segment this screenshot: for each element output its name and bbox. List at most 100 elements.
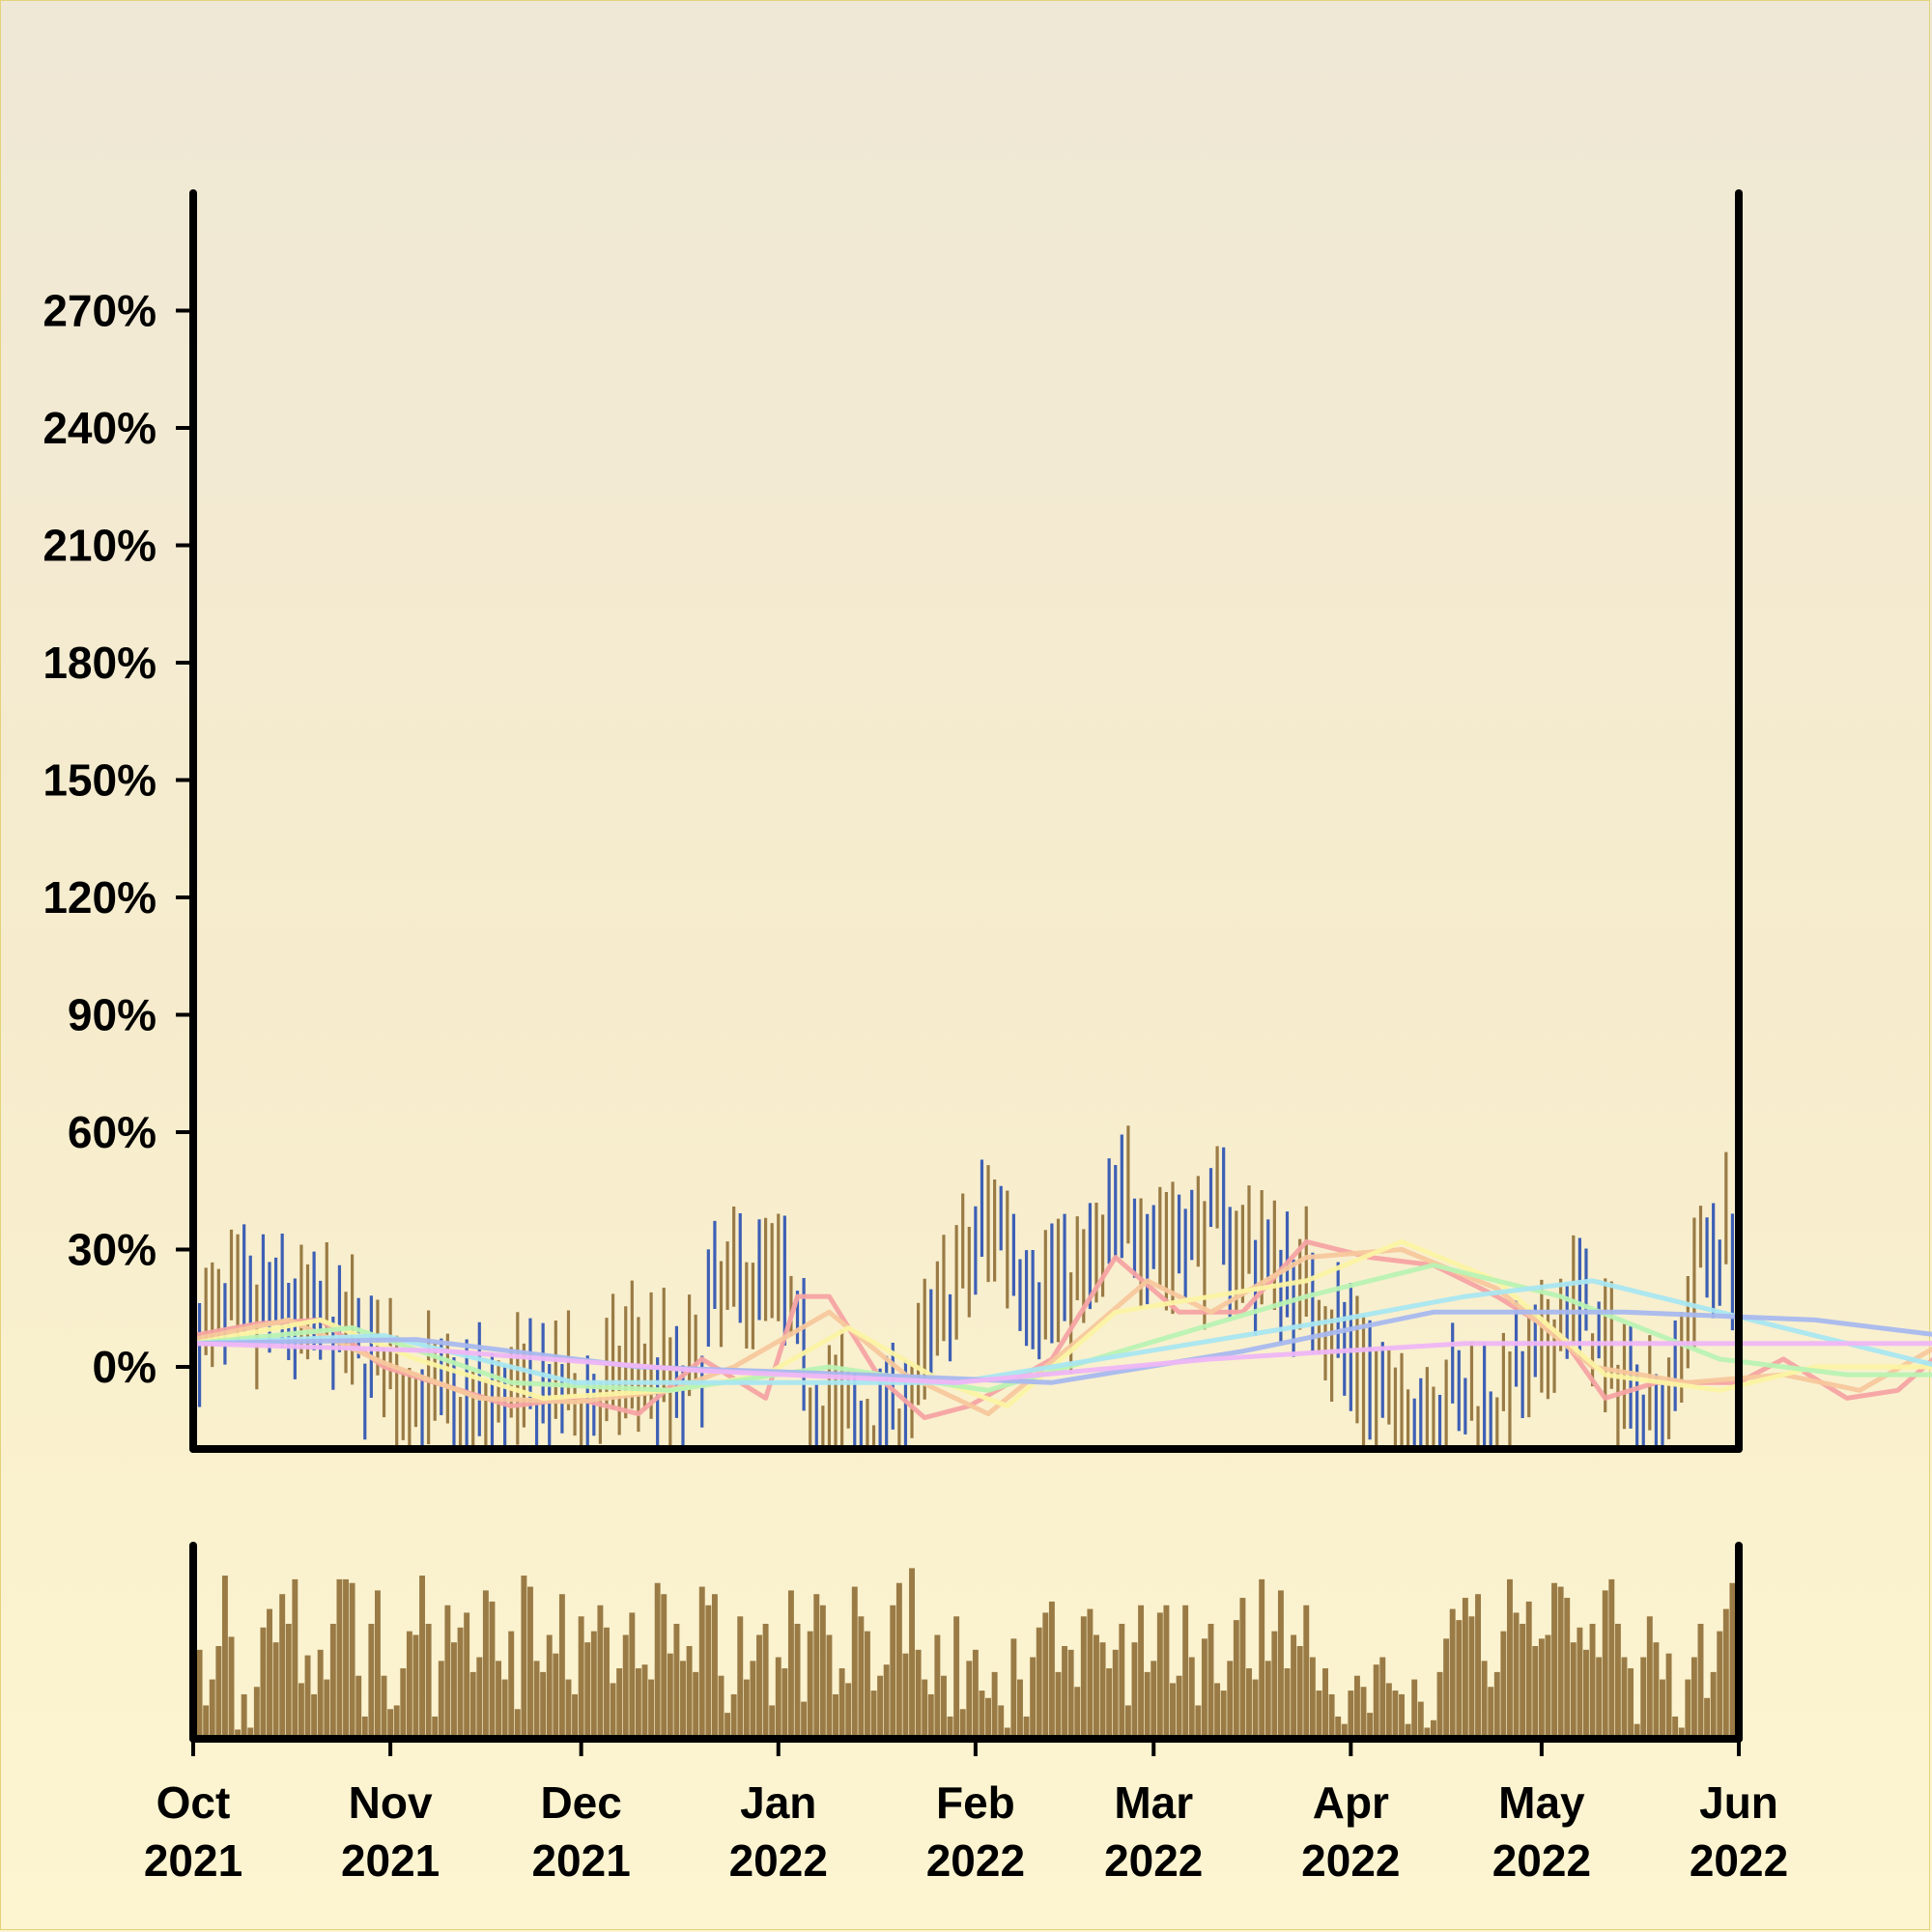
volume-bar-2021-12-04	[597, 1605, 604, 1739]
volume-bar-2022-01-18	[883, 1664, 890, 1739]
volume-bar-2021-11-15	[476, 1657, 483, 1739]
x-tick-label: 2022	[1301, 1835, 1400, 1886]
volume-bar-2022-02-14	[1055, 1671, 1062, 1739]
volume-bar-2022-04-25	[1500, 1631, 1507, 1739]
volume-bar-2022-04-07	[1385, 1683, 1392, 1739]
volume-bar-2022-04-20	[1468, 1616, 1475, 1739]
volume-bar-2021-10-30	[374, 1590, 381, 1739]
volume-bar-2022-01-27	[940, 1675, 947, 1739]
volume-bar-2021-10-26	[349, 1582, 355, 1739]
volume-bar-2021-12-23	[718, 1675, 724, 1739]
x-tick-label: 2022	[1690, 1835, 1788, 1886]
volume-bar-2021-10-03	[203, 1705, 210, 1739]
volume-bar-2021-10-09	[241, 1693, 247, 1739]
moving-average-line-3	[190, 1238, 1932, 1408]
volume-bar-2021-10-02	[196, 1649, 203, 1739]
x-tick-label: 2022	[1104, 1835, 1203, 1886]
volume-bar-2022-04-11	[1411, 1679, 1418, 1739]
volume-bar-2021-11-19	[501, 1679, 508, 1739]
volume-bar-2021-10-05	[215, 1646, 222, 1739]
volume-bar-2021-10-15	[279, 1594, 286, 1739]
volume-bar-2022-05-31	[1729, 1582, 1736, 1739]
volume-bar-2021-11-26	[546, 1634, 553, 1739]
volume-bar-2021-11-30	[572, 1693, 579, 1739]
volume-bar-2022-05-01	[1538, 1638, 1545, 1739]
y-tick-label: 210%	[43, 520, 156, 570]
volume-bar-2021-10-22	[324, 1679, 330, 1739]
volume-bar-2021-11-03	[400, 1668, 407, 1739]
volume-bar-2022-04-26	[1507, 1578, 1513, 1739]
volume-bar-2022-05-16	[1634, 1723, 1640, 1739]
volume-bar-2021-11-18	[496, 1661, 502, 1739]
volume-bar-2022-02-16	[1067, 1649, 1074, 1739]
y-tick-label: 240%	[43, 403, 156, 453]
volume-bar-2021-10-06	[221, 1576, 228, 1739]
volume-bar-2021-10-12	[260, 1627, 267, 1739]
volume-bar-2022-01-08	[819, 1605, 826, 1739]
volume-bar-2021-12-16	[673, 1623, 680, 1739]
volume-bar-2022-03-29	[1328, 1693, 1335, 1739]
volume-bar-2022-04-12	[1417, 1701, 1424, 1739]
volume-bar-2022-02-09	[1023, 1716, 1030, 1739]
volume-bar-2021-10-21	[317, 1649, 324, 1739]
volume-bar-2022-01-15	[864, 1631, 870, 1739]
volume-bar-2022-02-17	[1074, 1687, 1081, 1739]
volume-bar-2021-11-27	[553, 1653, 559, 1739]
volume-bar-2022-02-24	[1119, 1623, 1125, 1739]
volume-bar-2022-05-04	[1557, 1586, 1564, 1739]
volume-bar-2022-04-22	[1481, 1661, 1488, 1739]
volume-bar-2022-02-20	[1094, 1634, 1099, 1739]
volume-bar-2022-01-19	[890, 1605, 896, 1739]
volume-bar-2021-10-04	[209, 1679, 215, 1739]
volume-bar-2022-05-24	[1685, 1679, 1691, 1739]
volume-bar-2022-05-26	[1697, 1623, 1704, 1739]
volume-bar-2022-02-11	[1036, 1627, 1042, 1739]
volume-bar-2021-12-13	[654, 1582, 661, 1739]
moving-average-lines	[190, 1238, 1932, 1421]
volume-bar-2022-01-21	[902, 1653, 909, 1739]
volume-bar-2022-03-18	[1259, 1578, 1265, 1739]
volume-bar-2021-11-01	[387, 1709, 394, 1739]
volume-bar-2021-12-03	[590, 1631, 597, 1739]
volume-bar-2022-03-01	[1151, 1661, 1157, 1739]
volume-bar-2021-11-12	[457, 1627, 464, 1739]
volume-bar-2022-02-02	[979, 1690, 985, 1739]
y-tick-label: 120%	[43, 872, 156, 923]
volume-bar-2022-04-03	[1360, 1687, 1367, 1739]
x-tick-label: Apr	[1313, 1777, 1389, 1828]
x-tick-label: Dec	[540, 1777, 621, 1828]
volume-bar-2022-01-13	[851, 1586, 858, 1739]
volume-bar-2021-11-08	[432, 1716, 439, 1739]
volume-bar-2022-01-12	[845, 1683, 852, 1739]
volume-bar-2022-04-28	[1520, 1623, 1526, 1739]
volume-bar-2022-01-24	[922, 1679, 928, 1739]
y-tick-label: 0%	[93, 1342, 156, 1392]
volume-bar-2022-01-01	[775, 1657, 781, 1739]
volume-bar-2021-12-10	[635, 1668, 641, 1739]
volume-bar-2021-10-25	[343, 1578, 349, 1739]
volume-bar-2021-12-02	[584, 1642, 591, 1739]
volume-bar-2022-04-14	[1430, 1719, 1436, 1739]
x-tick-label: Jun	[1699, 1777, 1778, 1828]
volume-bar-2022-05-02	[1545, 1634, 1551, 1739]
volume-bar-2022-05-07	[1577, 1627, 1583, 1739]
x-tick-label: Mar	[1114, 1777, 1193, 1828]
volume-bar-2021-11-22	[521, 1576, 527, 1739]
volume-bar-2022-03-15	[1239, 1598, 1246, 1739]
volume-bar-2021-12-05	[604, 1627, 610, 1739]
y-tick-label: 90%	[68, 989, 156, 1039]
volume-bar-2022-02-21	[1099, 1642, 1106, 1739]
price-bars	[197, 1125, 1735, 1445]
volume-bar-2022-03-02	[1156, 1612, 1163, 1739]
volume-bar-2022-03-28	[1322, 1668, 1328, 1739]
volume-bar-2021-12-19	[693, 1671, 699, 1739]
volume-bar-2022-01-09	[826, 1634, 833, 1739]
volume-bar-2021-12-07	[616, 1668, 623, 1739]
volume-bar-2021-10-27	[355, 1675, 362, 1739]
volume-bar-2021-10-11	[253, 1687, 260, 1739]
volume-bar-2022-03-14	[1233, 1620, 1239, 1739]
volume-bar-2021-11-29	[565, 1679, 572, 1739]
x-tick-label: 2022	[926, 1835, 1025, 1886]
volume-bar-2022-02-13	[1048, 1601, 1055, 1739]
